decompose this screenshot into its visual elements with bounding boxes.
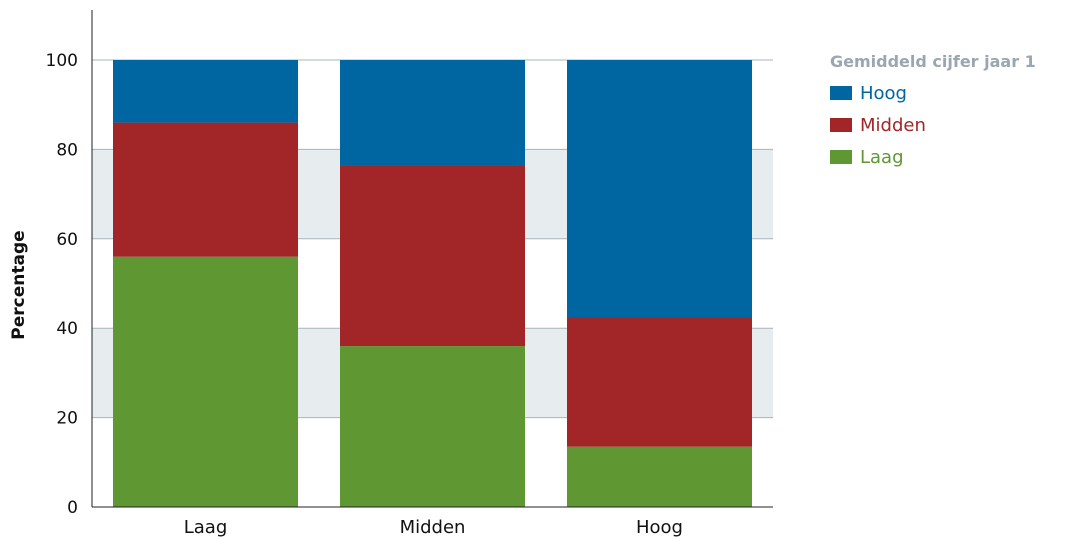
- axes: [91, 10, 773, 508]
- legend-label: Hoog: [860, 82, 907, 104]
- bar-hoog-hoog: [567, 60, 752, 318]
- y-tick-label: 20: [56, 409, 78, 429]
- legend: Gemiddeld cijfer jaar 1 Hoog Midden Laag: [830, 52, 1036, 173]
- legend-item-hoog: Hoog: [830, 77, 1036, 109]
- y-tick-label: 80: [56, 140, 78, 160]
- legend-items: Hoog Midden Laag: [830, 77, 1036, 173]
- x-category-label: Hoog: [636, 517, 683, 538]
- bar-midden-laag: [340, 346, 525, 507]
- bar-laag-midden: [113, 122, 298, 257]
- bars: [113, 60, 752, 507]
- y-axis-title: Percentage: [9, 230, 29, 339]
- bar-hoog-midden: [567, 317, 752, 447]
- legend-label: Laag: [860, 146, 904, 168]
- y-tick-label: 0: [67, 498, 78, 518]
- x-category-label: Midden: [400, 517, 466, 538]
- legend-swatch: [830, 118, 852, 132]
- bar-laag-hoog: [113, 60, 298, 123]
- legend-swatch: [830, 86, 852, 100]
- legend-item-midden: Midden: [830, 109, 1036, 141]
- y-tick-label: 40: [56, 319, 78, 339]
- legend-title: Gemiddeld cijfer jaar 1: [830, 52, 1036, 71]
- legend-swatch: [830, 150, 852, 164]
- bar-midden-midden: [340, 165, 525, 347]
- x-category-label: Laag: [184, 517, 228, 538]
- y-tick-label: 60: [56, 230, 78, 250]
- y-tick-labels: 0 20 40 60 80 100: [46, 51, 78, 518]
- bar-hoog-laag: [567, 446, 752, 507]
- legend-item-laag: Laag: [830, 141, 1036, 173]
- bar-midden-hoog: [340, 60, 525, 166]
- legend-label: Midden: [860, 114, 926, 136]
- y-tick-label: 100: [46, 51, 78, 71]
- bar-laag-laag: [113, 256, 298, 507]
- x-category-labels: Laag Midden Hoog: [184, 517, 683, 538]
